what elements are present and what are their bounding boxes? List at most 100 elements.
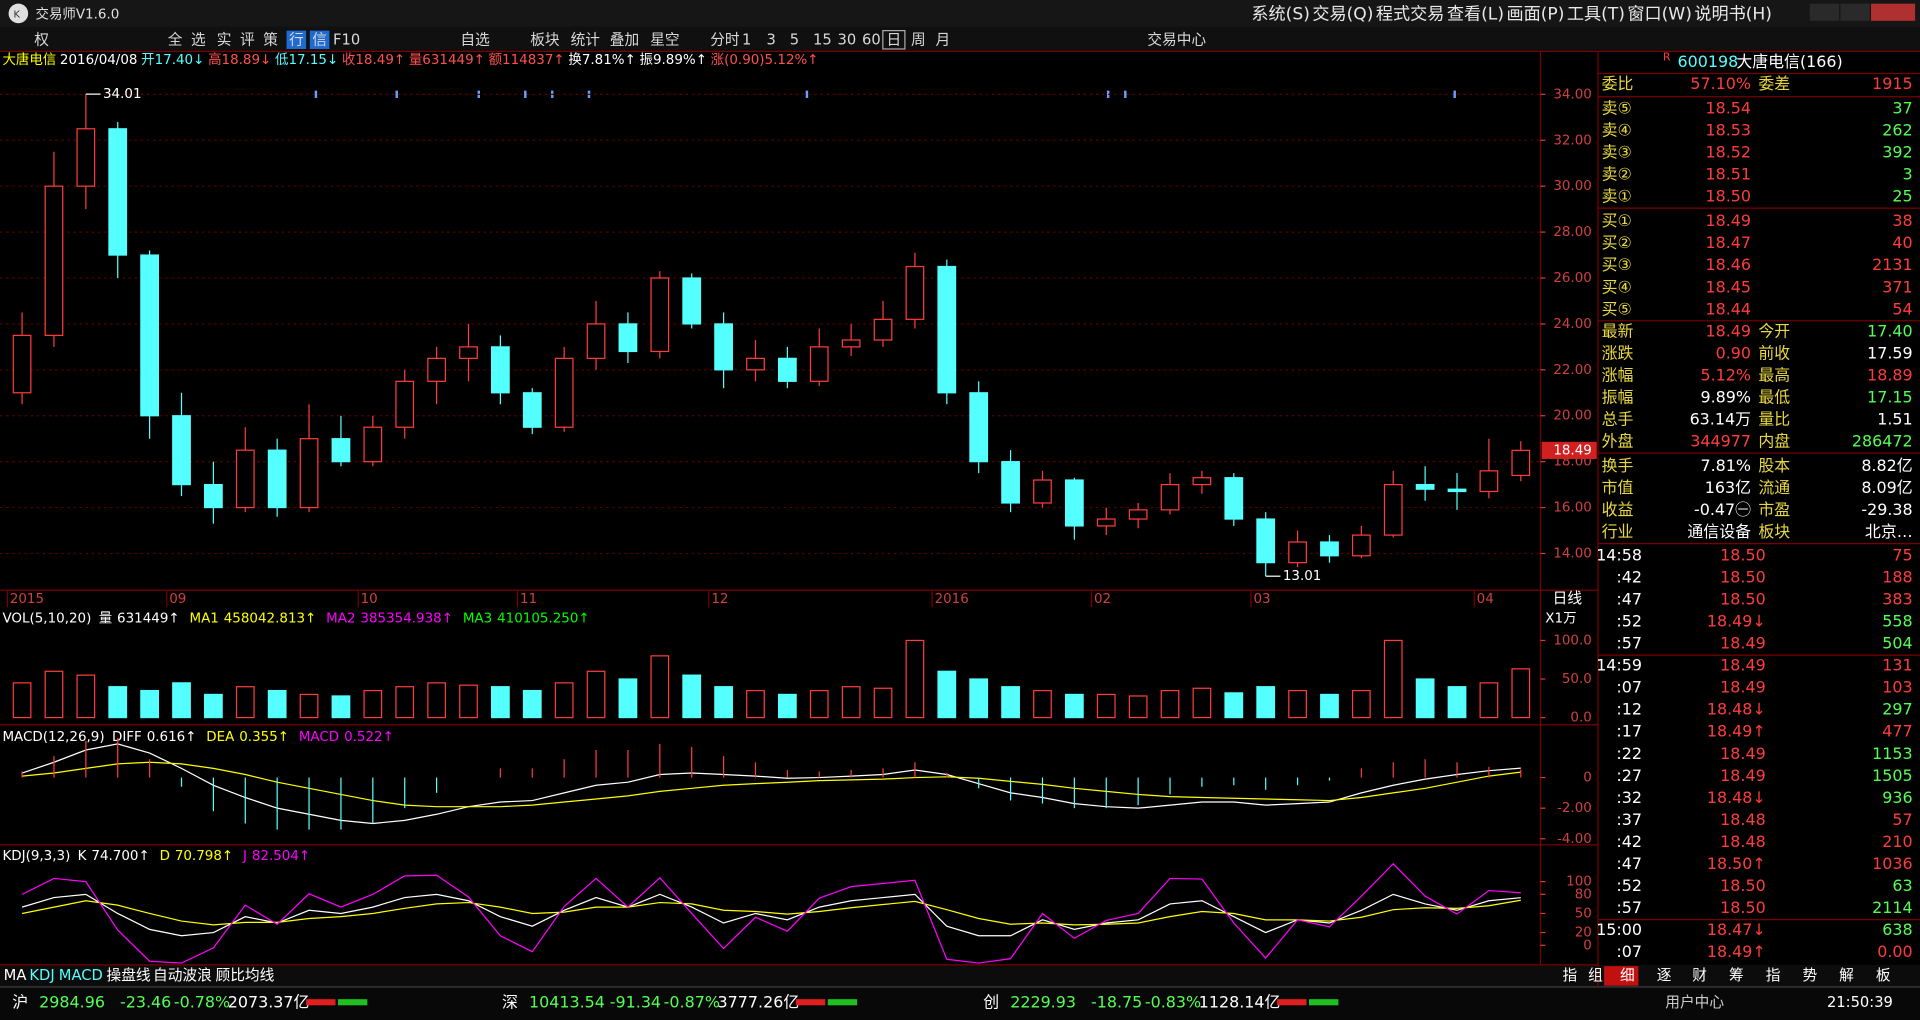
- toolbar-button[interactable]: 15: [813, 31, 832, 48]
- period-label[interactable]: 日线: [1553, 590, 1583, 607]
- max-label: 34.01: [103, 87, 142, 102]
- order-price: 18.51: [1705, 165, 1751, 184]
- indicator-tab[interactable]: 顾比均线: [216, 967, 275, 984]
- toolbar-button[interactable]: 叠加: [610, 31, 639, 48]
- toolbar-button[interactable]: 分时: [710, 31, 740, 48]
- panel-tab[interactable]: 势: [1802, 967, 1817, 984]
- toolbar-button[interactable]: 3: [767, 31, 776, 48]
- panel-tab[interactable]: 指: [1766, 967, 1781, 984]
- info-marker[interactable]: [314, 90, 318, 98]
- indicator-tab[interactable]: MA: [4, 967, 27, 984]
- tick-time: :22: [1616, 744, 1642, 763]
- candle-body: [873, 318, 893, 341]
- panel-tab[interactable]: 解: [1839, 967, 1854, 984]
- field-value: 57.10%: [1690, 74, 1751, 93]
- toolbar-button[interactable]: 1: [742, 31, 751, 48]
- indicator-tab[interactable]: 操盘线: [107, 966, 151, 984]
- toolbar-button[interactable]: 信: [312, 31, 327, 48]
- field-value: 63.14万: [1690, 410, 1751, 429]
- toolbar-button[interactable]: 实: [217, 31, 232, 48]
- order-price: 18.49: [1705, 211, 1751, 230]
- breadth-bar-down: [827, 999, 858, 1006]
- legend-value: 0.522↑: [344, 730, 394, 745]
- x-tick-label: 11: [520, 592, 537, 607]
- menu-item[interactable]: 查看(L): [1447, 5, 1504, 25]
- menu-item[interactable]: 画面(P): [1506, 5, 1564, 25]
- toolbar-button[interactable]: 全: [168, 30, 183, 48]
- toolbar-button[interactable]: 月: [936, 31, 951, 48]
- toolbar-button[interactable]: 日: [887, 31, 902, 48]
- panel-tab[interactable]: 组: [1588, 967, 1603, 984]
- menu-item[interactable]: 交易(Q): [1312, 5, 1373, 25]
- order-label: 卖③: [1602, 143, 1632, 162]
- order-label: 卖①: [1602, 187, 1632, 206]
- info-marker[interactable]: [1106, 90, 1110, 98]
- panel-tab[interactable]: 逐: [1657, 967, 1672, 984]
- user-center[interactable]: 用户中心: [1665, 994, 1724, 1011]
- toolbar-button[interactable]: 统计: [571, 31, 601, 48]
- toolbar-button[interactable]: 5: [790, 31, 799, 48]
- toolbar-button[interactable]: 评: [240, 31, 255, 48]
- toolbar-button[interactable]: 交易中心: [1147, 30, 1206, 48]
- restore-button[interactable]: [1840, 3, 1870, 21]
- tick-volume: 477: [1882, 722, 1912, 741]
- panel-tab[interactable]: 细: [1620, 967, 1635, 984]
- volume-bar: [618, 678, 638, 719]
- menu-item[interactable]: 窗口(W): [1627, 5, 1692, 25]
- field-value: 北京…: [1865, 522, 1913, 541]
- order-volume: 38: [1892, 211, 1912, 230]
- minimize-button[interactable]: [1809, 3, 1840, 21]
- toolbar-button[interactable]: 星空: [650, 31, 679, 48]
- toolbar-button[interactable]: 选: [191, 31, 206, 48]
- panel-tab[interactable]: 筹: [1729, 967, 1744, 984]
- candle-body: [235, 449, 255, 509]
- menu-item[interactable]: 系统(S): [1251, 5, 1309, 25]
- panel-tab[interactable]: 财: [1692, 967, 1707, 984]
- info-marker[interactable]: [805, 90, 809, 98]
- menu-item[interactable]: 程式交易: [1376, 5, 1445, 25]
- indicator-tab[interactable]: KDJ: [29, 967, 54, 984]
- indicator-line: [21, 743, 1521, 825]
- info-marker[interactable]: [395, 90, 398, 98]
- field-value: 18.89: [1867, 365, 1913, 384]
- breadth-bar-up: [306, 999, 336, 1006]
- candle-body: [650, 277, 670, 353]
- field-label: 委比: [1602, 74, 1634, 93]
- toolbar-button[interactable]: 60: [862, 31, 881, 48]
- indicator-tab[interactable]: 自动波浪: [153, 967, 212, 984]
- menu-item[interactable]: 说明书(H): [1694, 5, 1772, 25]
- tick-price: 18.49: [1720, 744, 1766, 763]
- toolbar-button[interactable]: F10: [333, 31, 360, 48]
- toolbar-button[interactable]: 策: [263, 31, 278, 48]
- info-marker[interactable]: [1124, 90, 1127, 98]
- volume-bar: [1096, 693, 1116, 719]
- tick-price: 18.50: [1720, 898, 1766, 917]
- close-button[interactable]: [1871, 3, 1916, 21]
- info-marker[interactable]: [1453, 90, 1456, 98]
- toolbar-button[interactable]: 30: [838, 31, 857, 48]
- tick-time: :27: [1616, 766, 1642, 785]
- field-label: 总手: [1602, 410, 1634, 429]
- tick-price: 18.50: [1720, 545, 1766, 564]
- volume-bar: [554, 682, 574, 719]
- indicator-tab[interactable]: MACD: [59, 967, 103, 984]
- tick-price: 18.50↑: [1707, 854, 1766, 873]
- panel-tab[interactable]: 板: [1876, 966, 1891, 984]
- candle-body: [969, 392, 989, 463]
- info-marker[interactable]: [524, 90, 527, 98]
- panel-tab[interactable]: 指: [1562, 967, 1577, 984]
- volume-bar: [650, 655, 670, 719]
- menu-item[interactable]: 工具(T): [1567, 5, 1625, 25]
- toolbar-button[interactable]: 周: [911, 31, 926, 48]
- tick-time: :42: [1616, 567, 1642, 586]
- order-volume: 3: [1903, 165, 1913, 184]
- legend-value: 385354.938↑: [360, 611, 453, 626]
- toolbar-button[interactable]: 权: [34, 31, 49, 48]
- order-volume: 40: [1892, 233, 1912, 252]
- toolbar-button[interactable]: 自选: [460, 31, 490, 48]
- volume-bar: [140, 689, 159, 719]
- toolbar-button[interactable]: 行: [289, 31, 304, 48]
- toolbar-button[interactable]: 板块: [530, 30, 560, 48]
- field-value: 1.51: [1877, 410, 1912, 429]
